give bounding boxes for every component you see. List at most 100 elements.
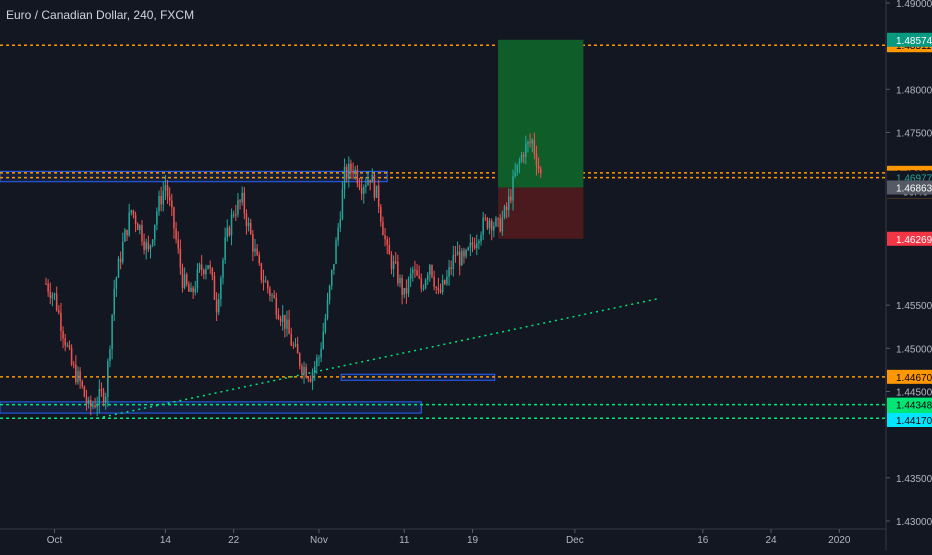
target-zone[interactable]	[498, 39, 584, 188]
time-tick-label: 19	[467, 535, 479, 546]
candle	[235, 204, 237, 221]
candle	[62, 326, 64, 349]
candle	[316, 354, 318, 375]
candle-body	[367, 179, 369, 185]
candle-body	[488, 220, 491, 229]
candle	[337, 222, 339, 247]
candle	[296, 336, 299, 354]
candle-body	[235, 214, 237, 216]
zone-rect-3[interactable]	[0, 401, 422, 414]
candle	[79, 367, 81, 389]
candle	[196, 263, 199, 293]
candle	[136, 222, 139, 231]
candle	[335, 237, 337, 265]
candle	[149, 244, 152, 259]
candle	[328, 284, 331, 305]
candle	[518, 157, 521, 174]
candle	[132, 209, 135, 219]
candle	[520, 151, 523, 163]
price-markers: 1.485111.470331.469771.468131.446701.443…	[887, 32, 932, 427]
candle-body	[226, 227, 229, 238]
candle-body	[422, 288, 425, 290]
candle	[124, 228, 126, 243]
candle-body	[401, 277, 403, 295]
candle-body	[373, 175, 376, 198]
candle	[482, 211, 484, 241]
candle-body	[535, 153, 538, 167]
candle	[256, 243, 258, 256]
candle	[128, 203, 130, 237]
candle-body	[512, 176, 514, 201]
candle-body	[371, 175, 374, 183]
position-layer[interactable]	[498, 39, 584, 239]
candle-body	[510, 196, 512, 201]
chart-title: Euro / Canadian Dollar, 240, FXCM	[6, 8, 194, 22]
candle-body	[258, 255, 261, 264]
candle	[407, 276, 410, 298]
candle	[81, 379, 84, 389]
candle	[320, 342, 322, 363]
candle	[529, 133, 531, 148]
candle	[322, 322, 324, 350]
candle	[237, 193, 239, 218]
zone-rect-1[interactable]	[0, 170, 388, 183]
candle	[437, 277, 440, 295]
candle-body	[188, 284, 190, 292]
candle	[371, 168, 374, 183]
candle	[399, 274, 401, 288]
candle	[510, 188, 512, 204]
price-tick-label: 1.49000	[896, 0, 932, 10]
candle	[420, 273, 423, 293]
zone-rect-2[interactable]	[340, 373, 496, 381]
candle	[111, 313, 113, 360]
candle-body	[60, 312, 62, 331]
candle	[160, 186, 162, 212]
candle-body	[473, 245, 476, 249]
candle	[465, 248, 467, 259]
levels-layer	[0, 44, 886, 420]
candle-body	[475, 243, 478, 249]
candle	[258, 251, 261, 266]
price-axis[interactable]: 1.49000 1.48000 1.47500 1.45500 1.45000 1.445…	[886, 0, 932, 528]
time-tick-label: 14	[160, 535, 172, 546]
candle-body	[303, 367, 305, 375]
candle-body	[537, 166, 540, 169]
candle-body	[497, 218, 499, 220]
candle	[490, 218, 493, 241]
candle	[96, 396, 98, 417]
candle-body	[153, 224, 156, 240]
price-tick-label: 1.44500	[896, 388, 932, 399]
candle	[109, 345, 111, 368]
candle	[292, 341, 295, 349]
candle-body	[458, 251, 461, 266]
candle-body	[360, 187, 363, 194]
candle-body	[514, 172, 516, 177]
candle	[493, 221, 495, 238]
price-marker-text: 1.46977	[896, 174, 932, 185]
candle	[305, 363, 307, 379]
candle	[507, 188, 510, 218]
candle-body	[241, 192, 243, 203]
price-tick-label: 1.45000	[896, 344, 932, 355]
candle-body	[529, 141, 531, 144]
candle-body	[175, 228, 177, 240]
candle-body	[260, 263, 263, 280]
candle-body	[337, 227, 339, 241]
candle	[281, 304, 284, 331]
candle	[299, 352, 301, 370]
candle-body	[149, 245, 152, 250]
candle-body	[490, 220, 493, 231]
candle	[433, 270, 435, 291]
candle-body	[81, 380, 84, 387]
time-axis[interactable]: Oct1422Nov1119Dec162420201321	[47, 529, 932, 546]
candle	[94, 397, 96, 409]
candle	[269, 286, 271, 302]
candle-body	[85, 396, 88, 404]
candle-body	[107, 361, 109, 397]
price-marker-1.48574: 1.48574	[887, 32, 932, 47]
candle-body	[190, 287, 192, 292]
candle	[301, 363, 303, 380]
